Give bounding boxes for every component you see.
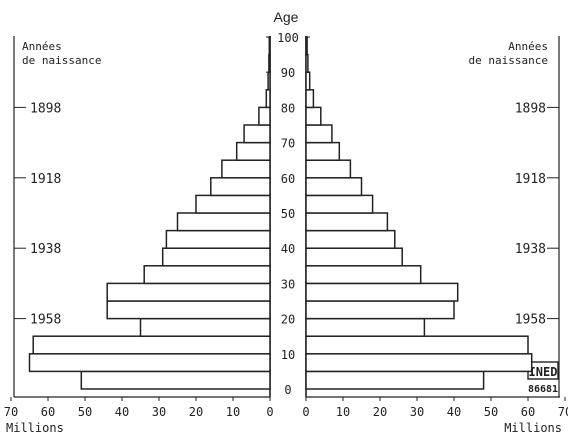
age-tick-label-40: 40 xyxy=(281,242,295,256)
birth-year-labels: 1898 1898 1918 1918 1938 1938 1958 1958 xyxy=(14,101,559,328)
x-tick-label-right-30: 30 xyxy=(410,405,424,419)
right-header-line-2: de naissance xyxy=(469,54,548,67)
left-bars xyxy=(28,36,271,390)
right-bar-age-25 xyxy=(305,282,459,302)
x-tick-label-right-50: 50 xyxy=(484,405,498,419)
right-bar-age-20 xyxy=(305,300,455,320)
age-tick-label-90: 90 xyxy=(281,66,295,80)
right-bar-age-80 xyxy=(305,89,315,109)
birth-year-right-1938: 1938 xyxy=(515,242,546,257)
right-bar-age-70 xyxy=(305,124,333,144)
x-tick-label-right-70: 70 xyxy=(558,405,568,419)
ined-code: 86681 xyxy=(528,384,558,395)
right-bar-age-90 xyxy=(305,53,309,73)
age-ticks: 0 10 20 30 40 50 60 70 80 90 100 xyxy=(266,31,310,397)
age-tick-label-80: 80 xyxy=(281,101,295,115)
right-bars xyxy=(305,36,533,390)
x-tick-label-left-60: 60 xyxy=(41,405,55,419)
left-bar-age-55 xyxy=(210,177,271,197)
left-header-line-1: Années xyxy=(22,40,62,53)
right-bar-age-95 xyxy=(305,36,308,56)
left-bar-age-5 xyxy=(28,353,271,373)
left-bar-age-70 xyxy=(243,124,271,144)
x-tick-label-right-60: 60 xyxy=(521,405,535,419)
right-bar-age-5 xyxy=(305,353,533,373)
right-bar-age-10 xyxy=(305,335,529,355)
age-tick-label-70: 70 xyxy=(281,137,295,151)
right-bar-age-15 xyxy=(305,317,426,337)
x-tick-label-left-0: 0 xyxy=(266,405,273,419)
left-bar-age-10 xyxy=(32,335,271,355)
right-bar-age-85 xyxy=(305,71,311,91)
x-tick-label-left-10: 10 xyxy=(226,405,240,419)
left-bar-age-15 xyxy=(139,317,271,337)
age-tick-label-30: 30 xyxy=(281,277,295,291)
right-x-unit-label: Millions xyxy=(504,421,562,435)
birth-year-left-1958: 1958 xyxy=(30,313,61,328)
left-bar-age-85 xyxy=(267,71,271,91)
age-tick-label-10: 10 xyxy=(281,348,295,362)
left-bar-age-0 xyxy=(80,370,271,390)
x-tick-label-right-20: 20 xyxy=(373,405,387,419)
age-axis-title: Age xyxy=(274,9,299,25)
age-tick-label-20: 20 xyxy=(281,313,295,327)
left-bar-age-35 xyxy=(161,247,271,267)
right-header-line-1: Années xyxy=(508,40,548,53)
birth-year-left-1918: 1918 xyxy=(30,172,61,187)
left-bar-age-60 xyxy=(221,159,271,179)
right-bar-age-50 xyxy=(305,194,374,214)
left-bar-age-90 xyxy=(268,53,271,73)
x-tick-label-right-10: 10 xyxy=(336,405,350,419)
left-bar-age-40 xyxy=(165,229,271,249)
x-tick-label-left-20: 20 xyxy=(189,405,203,419)
left-bar-age-75 xyxy=(258,106,271,126)
age-tick-label-50: 50 xyxy=(281,207,295,221)
left-bar-age-45 xyxy=(176,212,271,232)
left-bar-age-80 xyxy=(265,89,271,109)
birth-year-left-1898: 1898 xyxy=(30,101,61,116)
age-tick-label-60: 60 xyxy=(281,172,295,186)
right-bar-age-40 xyxy=(305,229,396,249)
left-bar-age-50 xyxy=(195,194,271,214)
birth-year-right-1898: 1898 xyxy=(515,101,546,116)
x-tick-label-left-70: 70 xyxy=(4,405,18,419)
left-bar-age-30 xyxy=(143,265,271,285)
left-header-line-2: de naissance xyxy=(22,54,101,67)
x-tick-label-right-40: 40 xyxy=(447,405,461,419)
right-bar-age-60 xyxy=(305,159,352,179)
birth-year-right-1958: 1958 xyxy=(515,313,546,328)
right-bar-age-0 xyxy=(305,370,485,390)
age-tick-label-100: 100 xyxy=(277,31,299,45)
right-bar-age-45 xyxy=(305,212,389,232)
birth-year-right-1918: 1918 xyxy=(515,172,546,187)
right-bar-age-30 xyxy=(305,265,422,285)
x-axis-ticks: 70 70 60 60 50 50 40 40 30 30 20 20 10 10 0 0 xyxy=(4,397,568,419)
x-tick-label-left-50: 50 xyxy=(78,405,92,419)
left-bar-age-65 xyxy=(235,141,271,161)
age-tick-label-0: 0 xyxy=(284,383,291,397)
right-bar-age-75 xyxy=(305,106,322,126)
left-x-unit-label: Millions xyxy=(6,421,64,435)
right-bar-age-35 xyxy=(305,247,403,267)
x-tick-label-left-30: 30 xyxy=(152,405,166,419)
left-bar-age-20 xyxy=(106,300,271,320)
left-bar-age-95 xyxy=(268,36,271,56)
left-bar-age-25 xyxy=(106,282,271,302)
right-bar-age-55 xyxy=(305,177,363,197)
x-tick-label-left-40: 40 xyxy=(115,405,129,419)
birth-year-left-1938: 1938 xyxy=(30,242,61,257)
ined-logo-text: INED xyxy=(529,365,558,379)
x-tick-label-right-0: 0 xyxy=(302,405,309,419)
right-bar-age-65 xyxy=(305,141,341,161)
